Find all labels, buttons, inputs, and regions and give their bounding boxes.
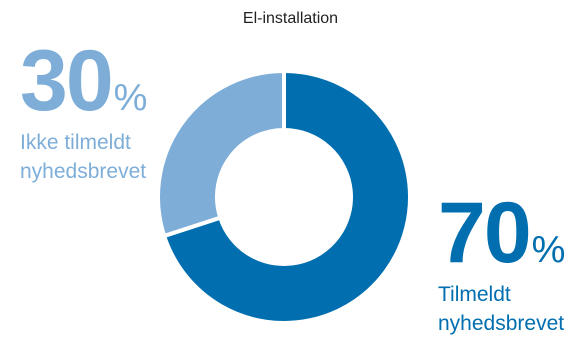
callout-label-line2: nyhedsbrevet [20,160,147,183]
callout-label-line1: Ikke tilmeldt [20,131,131,154]
callout-unit: % [113,77,148,119]
callout-ikke-tilmeldt: 30% Ikke tilmeldt nyhedsbrevet [20,38,147,186]
callout-value: 30 [20,33,114,129]
callout-label-line2: nyhedsbrevet [438,312,565,335]
donut-slice-0 [161,68,412,325]
callout-value: 70 [438,185,532,281]
callout-label-line1: Tilmeldt [438,283,511,306]
donut-slice-1 [156,68,286,239]
callout-unit: % [531,229,566,271]
chart-title: El-installation [242,10,339,27]
callout-tilmeldt: 70% Tilmeldt nyhedsbrevet [438,190,565,338]
